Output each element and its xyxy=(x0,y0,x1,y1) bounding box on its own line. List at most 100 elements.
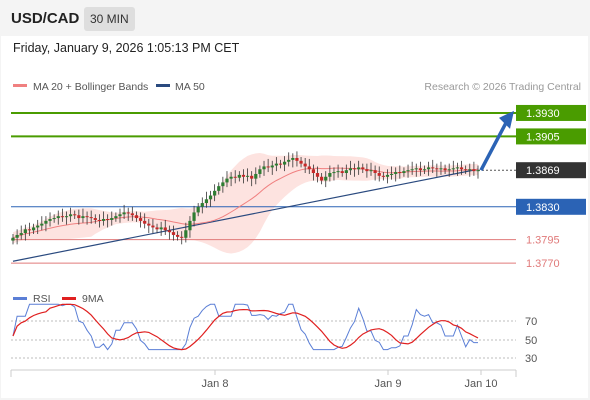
candle-body xyxy=(348,168,353,171)
candle xyxy=(233,170,237,184)
candle-body xyxy=(130,213,134,216)
candle-body xyxy=(307,166,311,170)
level-label-1-3795: 1.3795 xyxy=(526,235,560,247)
x-label-jan10: Jan 10 xyxy=(464,378,497,390)
candle-body xyxy=(352,168,357,170)
candle xyxy=(443,164,447,174)
candle-body xyxy=(455,167,460,169)
level-label-1-3830: 1.3830 xyxy=(526,202,560,214)
candle-body xyxy=(101,219,106,221)
rsi-tick-30: 30 xyxy=(525,353,537,365)
candle xyxy=(320,173,324,185)
candle-body xyxy=(184,230,188,238)
candle-body xyxy=(81,216,85,219)
candle-body xyxy=(303,163,307,167)
candle-body xyxy=(394,172,398,174)
candle-body xyxy=(328,173,332,177)
candle-body xyxy=(196,206,200,213)
candle-body xyxy=(282,161,287,165)
candle xyxy=(464,165,468,174)
rsi-ma-legend-swatch xyxy=(62,297,76,300)
candle xyxy=(147,219,151,234)
candle-body xyxy=(365,169,369,172)
candle xyxy=(451,160,455,174)
candle-body xyxy=(200,203,204,207)
candle-body xyxy=(11,237,15,241)
candle-body xyxy=(19,233,23,235)
candle-body xyxy=(64,216,69,218)
candle xyxy=(258,165,262,178)
rsi-legend-swatch xyxy=(13,297,27,300)
candle-body xyxy=(299,160,303,164)
rsi-tick-50: 50 xyxy=(525,335,537,347)
candle-body xyxy=(373,170,377,174)
candle xyxy=(303,158,307,174)
candle-body xyxy=(443,168,447,171)
level-label-1-3930: 1.3930 xyxy=(526,108,560,120)
candle xyxy=(36,219,40,235)
ma50-legend-label: MA 50 xyxy=(175,81,205,93)
candle xyxy=(19,225,23,240)
rsi-line xyxy=(12,303,478,351)
candle xyxy=(196,203,200,217)
candle-body xyxy=(332,172,336,174)
candle xyxy=(208,190,213,207)
candle xyxy=(60,208,64,222)
candle xyxy=(324,171,328,188)
candle-body xyxy=(69,214,73,217)
candle-body xyxy=(159,227,163,230)
candle xyxy=(171,225,176,241)
candle xyxy=(274,157,278,172)
candle-body xyxy=(77,215,81,219)
timeframe-button[interactable]: 30 MIN xyxy=(84,7,135,31)
candle xyxy=(44,216,48,232)
candle xyxy=(106,214,110,228)
candle-body xyxy=(176,234,180,237)
candle-body xyxy=(237,174,241,178)
candle-body xyxy=(233,176,237,178)
candle-body xyxy=(221,182,225,187)
candle-body xyxy=(291,158,295,160)
candle xyxy=(163,219,167,235)
candle-body xyxy=(295,158,299,161)
rsi-ma-line xyxy=(12,303,479,351)
forecast-arrow xyxy=(479,110,514,172)
level-label-1-3905: 1.3905 xyxy=(526,131,560,143)
rsi-legend: RSI 9MA xyxy=(13,293,104,305)
candle xyxy=(389,166,394,180)
candle xyxy=(311,164,315,181)
candle xyxy=(361,163,365,174)
candle-body xyxy=(52,218,56,220)
candle xyxy=(134,211,139,222)
candle xyxy=(241,169,246,184)
candle-body xyxy=(472,169,476,172)
candle xyxy=(365,163,369,178)
candle xyxy=(81,208,85,223)
candle xyxy=(114,212,118,222)
candle-body xyxy=(241,174,246,177)
candle-body xyxy=(56,216,60,219)
candle xyxy=(151,219,155,234)
candle-body xyxy=(60,216,64,218)
candle-body xyxy=(410,169,414,171)
level-label-box-1-3905 xyxy=(516,128,586,145)
candle xyxy=(176,231,180,241)
candle-body xyxy=(143,220,147,224)
candle xyxy=(97,214,102,228)
candle xyxy=(315,166,320,183)
candle xyxy=(204,191,209,208)
candles xyxy=(11,151,480,245)
candle xyxy=(217,182,221,195)
candle xyxy=(254,167,258,185)
candle-body xyxy=(468,169,472,171)
candle-body xyxy=(459,167,464,170)
candle-body xyxy=(398,172,402,174)
candle xyxy=(468,163,472,177)
candle xyxy=(192,205,196,227)
candle xyxy=(357,160,361,175)
candle-body xyxy=(278,163,283,165)
candle-body xyxy=(48,219,52,221)
candle xyxy=(410,161,414,175)
candle-body xyxy=(464,169,468,171)
level-labels: 1.3930 1.3905 1.3869 1.3830 1.3795 1.3770 xyxy=(516,104,586,270)
